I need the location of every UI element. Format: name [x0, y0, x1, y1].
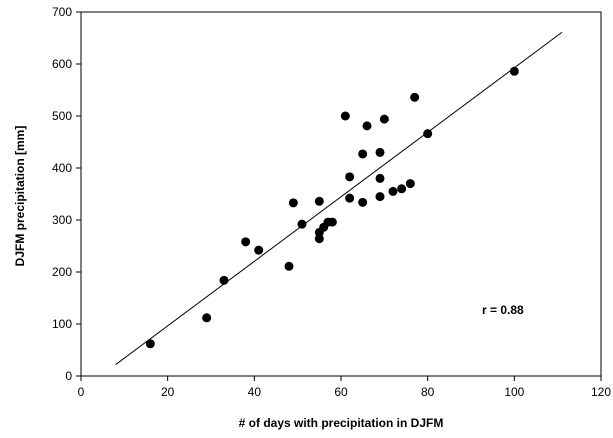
data-point	[375, 147, 385, 157]
x-axis-title: # of days with precipitation in DJFM	[239, 416, 444, 430]
data-point	[314, 234, 324, 244]
x-tick-label: 40	[248, 385, 262, 399]
data-point	[375, 173, 385, 183]
data-point	[358, 197, 368, 207]
data-point	[288, 198, 298, 208]
data-point	[314, 196, 324, 206]
data-point	[405, 179, 415, 189]
data-point	[202, 313, 212, 323]
regression-line	[115, 31, 563, 365]
y-axis-title: DJFM precipitation [mm]	[13, 126, 27, 267]
data-point	[362, 121, 372, 131]
data-point	[410, 92, 420, 102]
data-point	[254, 245, 264, 255]
data-point	[297, 219, 307, 229]
y-tick-label: 400	[52, 161, 72, 175]
y-axis-ticks: 0 100 200 300 400 500 600 700	[52, 5, 81, 383]
data-point	[345, 193, 355, 203]
data-point	[345, 172, 355, 182]
y-tick-label: 0	[65, 369, 72, 383]
data-point	[375, 192, 385, 202]
x-tick-label: 20	[161, 385, 175, 399]
data-point	[379, 114, 389, 124]
x-axis-ticks: 0 20 40 60 80 100 120	[78, 376, 611, 399]
y-tick-label: 600	[52, 57, 72, 71]
y-tick-label: 500	[52, 109, 72, 123]
data-point	[423, 129, 433, 139]
data-point	[340, 111, 350, 121]
data-point	[327, 217, 337, 227]
correlation-annotation: r = 0.88	[482, 303, 524, 317]
x-tick-label: 80	[421, 385, 435, 399]
x-tick-label: 60	[334, 385, 348, 399]
plot-frame	[80, 11, 602, 377]
data-point	[284, 261, 294, 271]
x-tick-label: 100	[504, 385, 524, 399]
data-point	[145, 339, 155, 349]
y-tick-label: 200	[52, 265, 72, 279]
data-points	[145, 66, 519, 349]
y-tick-label: 100	[52, 317, 72, 331]
x-tick-label: 120	[591, 385, 611, 399]
data-point	[397, 184, 407, 194]
plot-area	[80, 11, 602, 377]
y-tick-label: 300	[52, 213, 72, 227]
data-point	[358, 149, 368, 159]
x-tick-label: 0	[78, 385, 85, 399]
data-point	[388, 186, 398, 196]
data-point	[241, 237, 251, 247]
y-tick-label: 700	[52, 5, 72, 19]
